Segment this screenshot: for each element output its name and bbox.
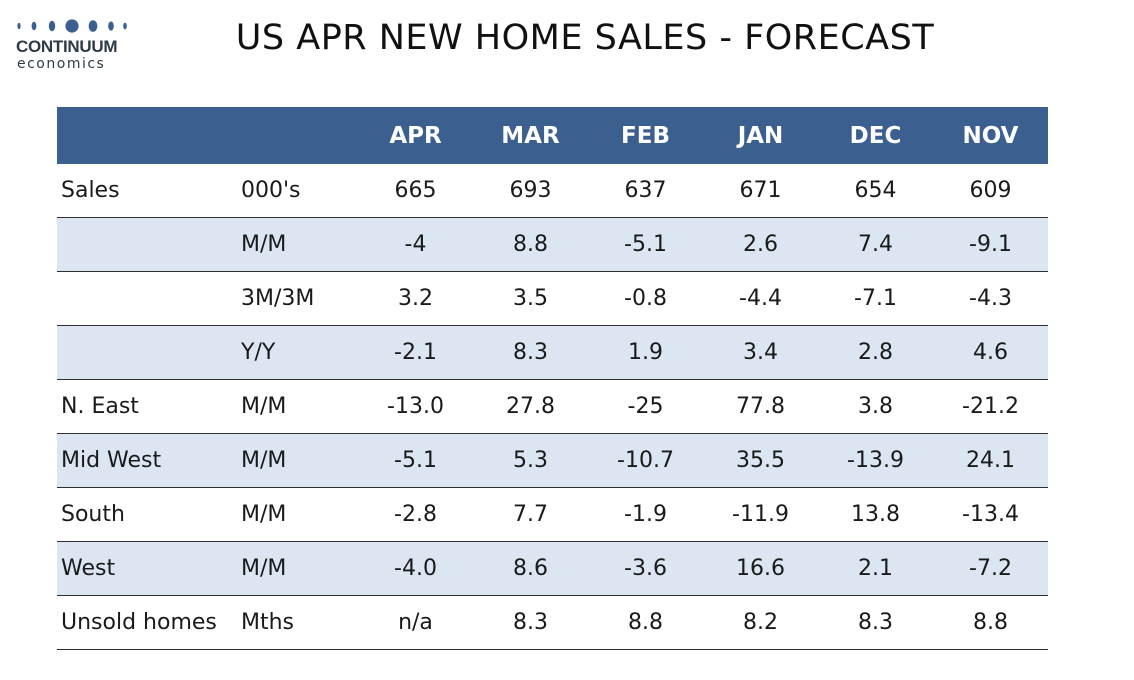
value-cell: -13.4 [933,487,1048,542]
value-cell: 8.8 [933,595,1048,650]
row-unit: M/M [237,379,358,434]
value-cell: 5.3 [473,433,588,488]
header-blank-label [57,107,237,164]
row-label [57,271,237,326]
row-label: Mid West [57,433,237,488]
value-cell: 3.2 [358,271,473,326]
row-unit: M/M [237,433,358,488]
value-cell: -13.0 [358,379,473,434]
logo-subtitle: economics [17,56,106,72]
row-label: South [57,487,237,542]
value-cell: -5.1 [588,217,703,272]
value-cell: 1.9 [588,325,703,380]
value-cell: 2.8 [818,325,933,380]
table-row: South M/M -2.8 7.7 -1.9 -11.9 13.8 -13.4 [57,487,1048,542]
value-cell: 8.2 [703,595,818,650]
value-cell: -1.9 [588,487,703,542]
column-header: MAR [473,107,588,164]
table-row: Unsold homes Mths n/a 8.3 8.8 8.2 8.3 8.8 [57,595,1048,650]
value-cell: -2.1 [358,325,473,380]
value-cell: -10.7 [588,433,703,488]
value-cell: -21.2 [933,379,1048,434]
value-cell: 35.5 [703,433,818,488]
value-cell: -11.9 [703,487,818,542]
value-cell: -9.1 [933,217,1048,272]
value-cell: 8.8 [473,217,588,272]
value-cell: 77.8 [703,379,818,434]
table-row: Sales 000's 665 693 637 671 654 609 [57,164,1048,218]
value-cell: 7.7 [473,487,588,542]
value-cell: -5.1 [358,433,473,488]
value-cell: 654 [818,164,933,218]
logo-dots-icon [17,19,127,33]
logo-wordmark: CONTINUUM [16,37,118,56]
row-label [57,325,237,380]
value-cell: -25 [588,379,703,434]
column-header: DEC [818,107,933,164]
value-cell: -0.8 [588,271,703,326]
value-cell: 693 [473,164,588,218]
value-cell: n/a [358,595,473,650]
column-header: NOV [933,107,1048,164]
table-body: Sales 000's 665 693 637 671 654 609 M/M -4 8.8 -5.1… [57,164,1048,650]
table-row: West M/M -4.0 8.6 -3.6 16.6 2.1 -7.2 [57,541,1048,596]
row-unit: Mths [237,595,358,650]
value-cell: 665 [358,164,473,218]
value-cell: 637 [588,164,703,218]
value-cell: -4 [358,217,473,272]
header-blank-unit [237,107,358,164]
row-unit: M/M [237,487,358,542]
value-cell: -4.0 [358,541,473,596]
value-cell: -7.1 [818,271,933,326]
table-row: N. East M/M -13.0 27.8 -25 77.8 3.8 -21.2 [57,379,1048,434]
value-cell: -2.8 [358,487,473,542]
value-cell: 3.5 [473,271,588,326]
value-cell: 24.1 [933,433,1048,488]
row-unit: M/M [237,541,358,596]
value-cell: 8.8 [588,595,703,650]
value-cell: 671 [703,164,818,218]
value-cell: -3.6 [588,541,703,596]
value-cell: 4.6 [933,325,1048,380]
row-unit: 000's [237,164,358,218]
value-cell: 8.3 [818,595,933,650]
table-row: Mid West M/M -5.1 5.3 -10.7 35.5 -13.9 24.1 [57,433,1048,488]
value-cell: -4.3 [933,271,1048,326]
continuum-logo: CONTINUUM economics [14,14,144,76]
value-cell: 7.4 [818,217,933,272]
table-row: 3M/3M 3.2 3.5 -0.8 -4.4 -7.1 -4.3 [57,271,1048,326]
column-header: APR [358,107,473,164]
row-label: West [57,541,237,596]
column-header: FEB [588,107,703,164]
value-cell: 3.4 [703,325,818,380]
value-cell: 13.8 [818,487,933,542]
table-row: M/M -4 8.8 -5.1 2.6 7.4 -9.1 [57,217,1048,272]
row-label: N. East [57,379,237,434]
value-cell: 8.3 [473,325,588,380]
data-table: APR MAR FEB JAN DEC NOV Sales 000's 665 693… [57,107,1048,650]
row-unit: 3M/3M [237,271,358,326]
column-header: JAN [703,107,818,164]
page-title: US APR NEW HOME SALES - FORECAST [235,18,935,58]
value-cell: -7.2 [933,541,1048,596]
value-cell: 3.8 [818,379,933,434]
value-cell: 2.6 [703,217,818,272]
row-label [57,217,237,272]
value-cell: 2.1 [818,541,933,596]
value-cell: -13.9 [818,433,933,488]
row-unit: Y/Y [237,325,358,380]
value-cell: 8.6 [473,541,588,596]
value-cell: 27.8 [473,379,588,434]
value-cell: 16.6 [703,541,818,596]
value-cell: 609 [933,164,1048,218]
row-label: Sales [57,164,237,218]
table-header-row: APR MAR FEB JAN DEC NOV [57,107,1048,164]
row-label: Unsold homes [57,595,237,650]
value-cell: -4.4 [703,271,818,326]
row-unit: M/M [237,217,358,272]
table-row: Y/Y -2.1 8.3 1.9 3.4 2.8 4.6 [57,325,1048,380]
value-cell: 8.3 [473,595,588,650]
